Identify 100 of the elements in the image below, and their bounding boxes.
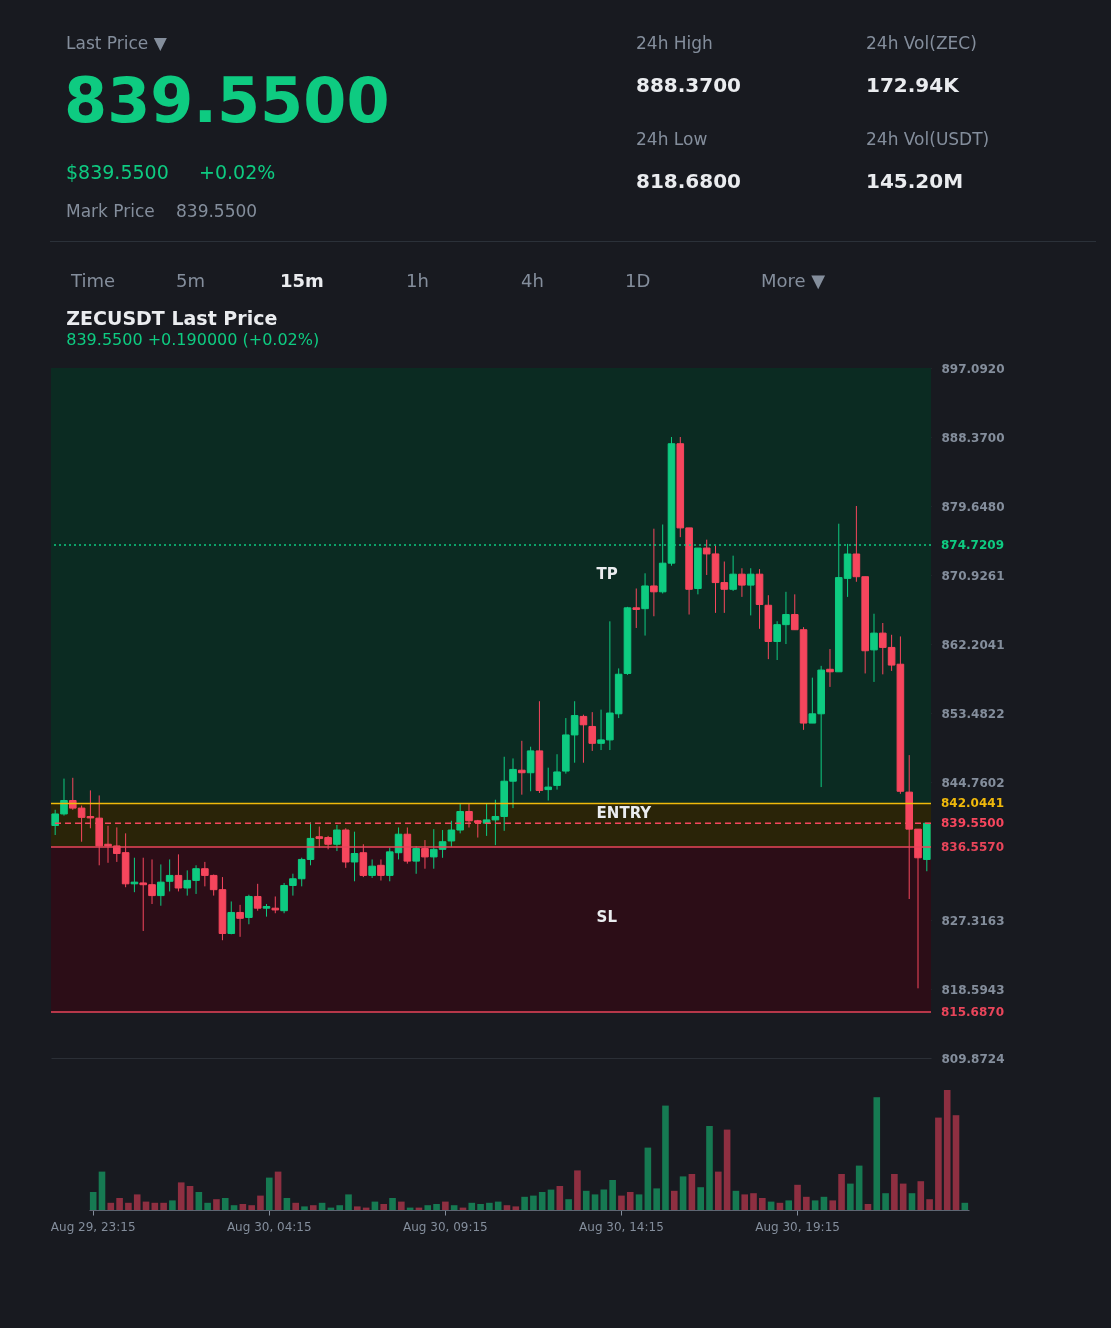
bar — [785, 1200, 793, 1210]
bar — [829, 1200, 837, 1210]
x-tick-label: Aug 30, 09:15 — [402, 1219, 488, 1234]
bar — [864, 1204, 872, 1210]
bar — [644, 1147, 652, 1210]
y-tick-label: 818.5943 — [941, 982, 1005, 997]
candlestick — [746, 567, 755, 616]
y-tick-label: 879.6480 — [941, 499, 1005, 514]
bar — [169, 1200, 176, 1210]
bar — [794, 1184, 801, 1210]
bar — [116, 1198, 123, 1210]
candlestick — [157, 863, 165, 907]
band-label: SL — [596, 908, 618, 927]
text: 15m — [280, 270, 324, 291]
candlestick — [350, 831, 359, 882]
text: Time — [71, 270, 116, 291]
candlestick — [826, 648, 834, 688]
y-tick-label: 870.9261 — [941, 568, 1005, 583]
bar — [688, 1174, 696, 1210]
bar — [530, 1195, 537, 1210]
candlestick — [245, 894, 253, 925]
ref-line-label: 842.0441 — [941, 796, 1005, 811]
bar — [679, 1176, 687, 1210]
chart-title: ZECUSDT Last Price — [66, 307, 278, 329]
bar — [935, 1117, 942, 1210]
bar — [195, 1192, 203, 1210]
bar — [309, 1205, 317, 1210]
bar — [723, 1129, 731, 1210]
bar — [670, 1190, 678, 1210]
x-tick-label: Aug 30, 04:15 — [226, 1219, 312, 1234]
candlestick — [588, 711, 597, 752]
y-tick-label: 809.8724 — [941, 1051, 1005, 1066]
bar — [133, 1194, 141, 1210]
bar — [89, 1192, 97, 1210]
bar — [803, 1196, 810, 1210]
candlestick — [632, 588, 641, 629]
bar — [354, 1206, 361, 1210]
candlestick — [518, 740, 526, 796]
bar — [239, 1204, 247, 1210]
bar — [512, 1206, 520, 1210]
candlestick — [174, 853, 183, 892]
bar — [653, 1188, 660, 1210]
text: 5m — [176, 270, 205, 291]
bar — [389, 1198, 396, 1210]
bar — [609, 1180, 616, 1210]
text: 145.20M — [866, 169, 964, 193]
bar — [952, 1115, 960, 1210]
bar — [926, 1199, 933, 1210]
bar — [186, 1186, 194, 1210]
candlestick — [227, 900, 236, 935]
bar — [213, 1199, 220, 1210]
band-label: ENTRY — [596, 804, 653, 823]
x-tick-label: Aug 30, 14:15 — [579, 1219, 664, 1234]
bar — [160, 1202, 167, 1210]
bar — [398, 1201, 405, 1210]
bar — [714, 1171, 722, 1210]
candlestick — [738, 567, 746, 598]
bar — [503, 1205, 511, 1210]
bar — [556, 1186, 564, 1210]
candlestick — [526, 746, 535, 792]
bar — [759, 1198, 766, 1210]
bar — [450, 1205, 458, 1210]
candlestick — [236, 904, 244, 938]
text: 172.94K — [866, 73, 959, 97]
candlestick — [165, 858, 174, 892]
bar — [591, 1194, 599, 1210]
bar — [486, 1202, 493, 1210]
y-tick-label: 827.3163 — [941, 913, 1005, 928]
text: Mark Price — [66, 201, 155, 221]
ref-line-label: 839.5500 — [941, 816, 1005, 831]
bar — [574, 1170, 581, 1210]
bar — [424, 1205, 432, 1210]
bar — [618, 1195, 625, 1210]
text: 24h Low — [636, 129, 708, 149]
x-tick-label: Aug 29, 23:15 — [50, 1219, 136, 1234]
bar — [899, 1183, 907, 1210]
bar — [380, 1204, 388, 1210]
bar — [873, 1097, 881, 1210]
bar — [908, 1193, 916, 1210]
candlestick — [870, 613, 878, 683]
bar — [943, 1090, 951, 1210]
text: $839.5500 — [66, 161, 169, 183]
bar — [274, 1171, 282, 1210]
bar — [265, 1177, 273, 1210]
candlestick — [729, 555, 737, 592]
bar — [248, 1205, 255, 1210]
text: 1D — [625, 270, 651, 291]
text: Last Price ▼ — [66, 33, 167, 53]
text: 24h Vol(ZEC) — [866, 33, 977, 53]
candlestick — [579, 714, 588, 764]
y-tick-label: 897.0920 — [941, 361, 1005, 376]
bar — [221, 1198, 229, 1210]
ref-line-label: 874.7209 — [941, 537, 1005, 552]
bar — [433, 1204, 440, 1210]
bar — [847, 1183, 854, 1210]
bar — [468, 1202, 476, 1210]
text: 888.3700 — [636, 73, 742, 97]
ref-line-label: 815.6870 — [941, 1005, 1005, 1019]
bar — [230, 1205, 238, 1210]
bar — [204, 1202, 211, 1210]
